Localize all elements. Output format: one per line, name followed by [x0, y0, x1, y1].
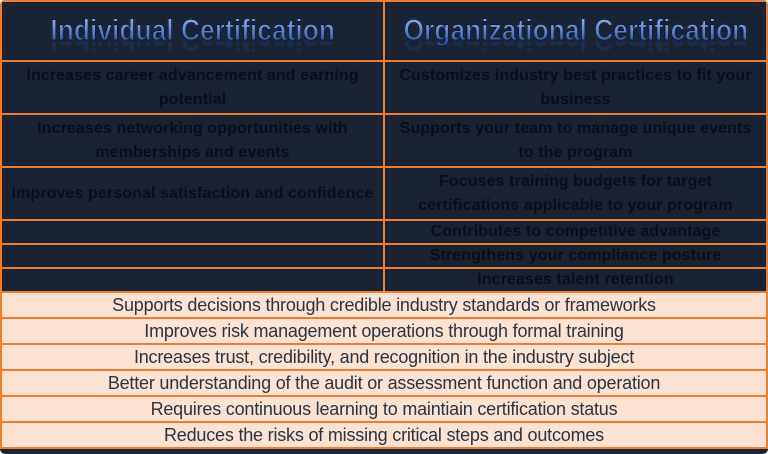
- benefit-text: Focuses training budgets for target cert…: [418, 172, 733, 214]
- organizational-benefit-cell: Increases talent retention: [385, 269, 766, 291]
- individual-certification-title: Individual Certification: [50, 13, 336, 47]
- individual-benefit-cell-empty: [2, 245, 383, 267]
- organizational-benefit-cell: Strengthens your compliance posture: [385, 245, 766, 267]
- column-header-individual: Individual Certification Individual Cert…: [2, 2, 383, 60]
- benefit-text: Increases networking opportunities with …: [37, 119, 348, 161]
- organizational-benefit-cell: Supports your team to manage unique even…: [385, 115, 766, 166]
- benefit-text: Increases career advancement and earning…: [26, 66, 359, 108]
- benefit-text: Contributes to competitive advantage: [430, 223, 721, 240]
- organizational-benefit-cell: Focuses training budgets for target cert…: [385, 168, 766, 219]
- benefit-text: Strengthens your compliance posture: [429, 247, 722, 264]
- header-stack: Organizational Certification Organizatio…: [403, 13, 749, 56]
- individual-benefit-cell: Improves personal satisfaction and confi…: [2, 168, 383, 219]
- organizational-benefit-cell: Customizes industry best practices to fi…: [385, 62, 766, 113]
- individual-benefit-cell-empty: [2, 269, 383, 291]
- organizational-certification-title: Organizational Certification: [403, 13, 749, 47]
- comparison-grid: Individual Certification Individual Cert…: [2, 2, 766, 291]
- header-stack: Individual Certification Individual Cert…: [50, 13, 336, 56]
- shared-benefit-row: Improves risk management operations thro…: [2, 317, 766, 343]
- shared-benefits-section: Supports decisions through credible indu…: [2, 291, 766, 447]
- shared-benefit-row: Supports decisions through credible indu…: [2, 291, 766, 317]
- column-header-organizational: Organizational Certification Organizatio…: [385, 2, 766, 60]
- benefit-text: Customizes industry best practices to fi…: [399, 66, 752, 108]
- shared-benefit-row: Increases trust, credibility, and recogn…: [2, 343, 766, 369]
- individual-benefit-cell: Increases networking opportunities with …: [2, 115, 383, 166]
- benefit-text: Supports your team to manage unique even…: [399, 119, 752, 161]
- benefit-text: Improves personal satisfaction and confi…: [11, 184, 374, 202]
- shared-benefit-row: Reduces the risks of missing critical st…: [2, 421, 766, 447]
- shared-benefit-row: Better understanding of the audit or ass…: [2, 369, 766, 395]
- organizational-benefit-cell: Contributes to competitive advantage: [385, 221, 766, 243]
- individual-benefit-cell: Increases career advancement and earning…: [2, 62, 383, 113]
- individual-benefit-cell-empty: [2, 221, 383, 243]
- benefit-text: Increases talent retention: [477, 271, 674, 288]
- shared-benefit-row: Requires continuous learning to maintiai…: [2, 395, 766, 421]
